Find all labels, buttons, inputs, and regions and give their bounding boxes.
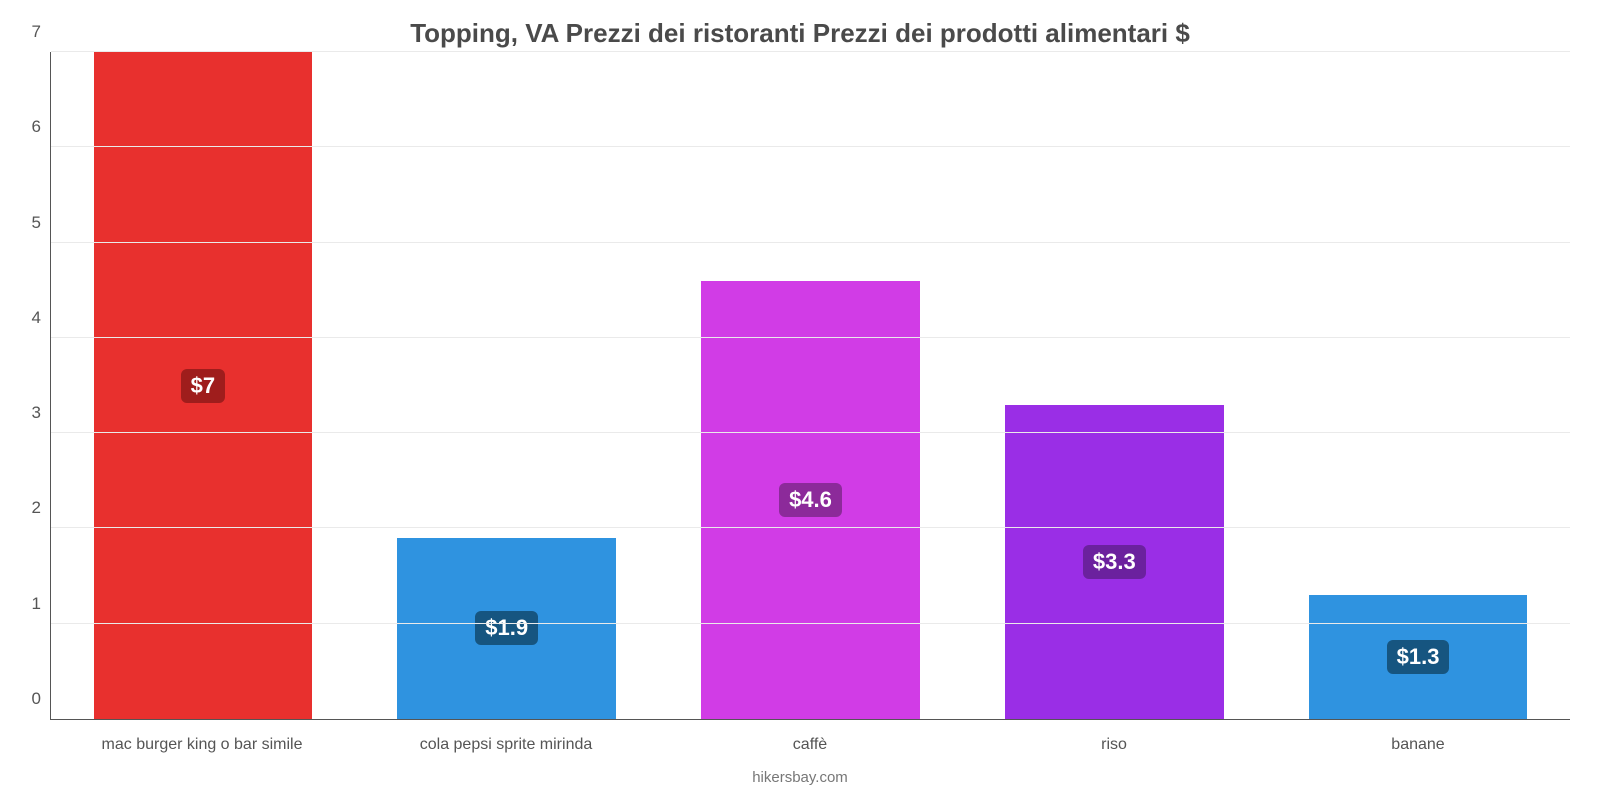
bar-value-badge: $1.9 xyxy=(475,611,538,645)
x-tick-label: mac burger king o bar simile xyxy=(50,736,354,754)
y-tick-label: 2 xyxy=(32,498,41,518)
gridline xyxy=(51,146,1570,147)
bar: $7 xyxy=(94,52,313,719)
bar: $3.3 xyxy=(1005,405,1224,719)
chart-container: Topping, VA Prezzi dei ristoranti Prezzi… xyxy=(0,0,1600,800)
gridline xyxy=(51,623,1570,624)
gridline xyxy=(51,242,1570,243)
bar-value-badge: $7 xyxy=(181,369,225,403)
bar-value-badge: $4.6 xyxy=(779,483,842,517)
x-tick-label: caffè xyxy=(658,736,962,754)
gridline xyxy=(51,337,1570,338)
bar-slot: $1.3 xyxy=(1266,52,1570,719)
bar: $1.9 xyxy=(397,538,616,719)
bar-value-badge: $3.3 xyxy=(1083,545,1146,579)
plot-area: $7$1.9$4.6$3.3$1.3 01234567 xyxy=(50,52,1570,720)
x-tick-label: cola pepsi sprite mirinda xyxy=(354,736,658,754)
chart-title: Topping, VA Prezzi dei ristoranti Prezzi… xyxy=(0,18,1600,49)
y-tick-label: 0 xyxy=(32,689,41,709)
bars-layer: $7 $1.9 $4.6 $3.3 $1.3 xyxy=(51,52,1570,719)
bar-slot: $4.6 xyxy=(659,52,963,719)
gridline xyxy=(51,527,1570,528)
x-tick-label: riso xyxy=(962,736,1266,754)
credit-text: hikersbay.com xyxy=(0,769,1600,786)
y-tick-label: 1 xyxy=(32,594,41,614)
bar: $4.6 xyxy=(701,281,920,719)
x-axis-labels: mac burger king o bar similecola pepsi s… xyxy=(50,736,1570,754)
bar-slot: $1.9 xyxy=(355,52,659,719)
bar-slot: $3.3 xyxy=(962,52,1266,719)
y-tick-label: 6 xyxy=(32,117,41,137)
y-tick-label: 3 xyxy=(32,403,41,423)
y-tick-label: 7 xyxy=(32,22,41,42)
gridline xyxy=(51,432,1570,433)
bar: $1.3 xyxy=(1309,595,1528,719)
bar-slot: $7 xyxy=(51,52,355,719)
x-tick-label: banane xyxy=(1266,736,1570,754)
y-tick-label: 5 xyxy=(32,213,41,233)
bar-value-badge: $1.3 xyxy=(1387,640,1450,674)
gridline xyxy=(51,51,1570,52)
y-tick-label: 4 xyxy=(32,308,41,328)
